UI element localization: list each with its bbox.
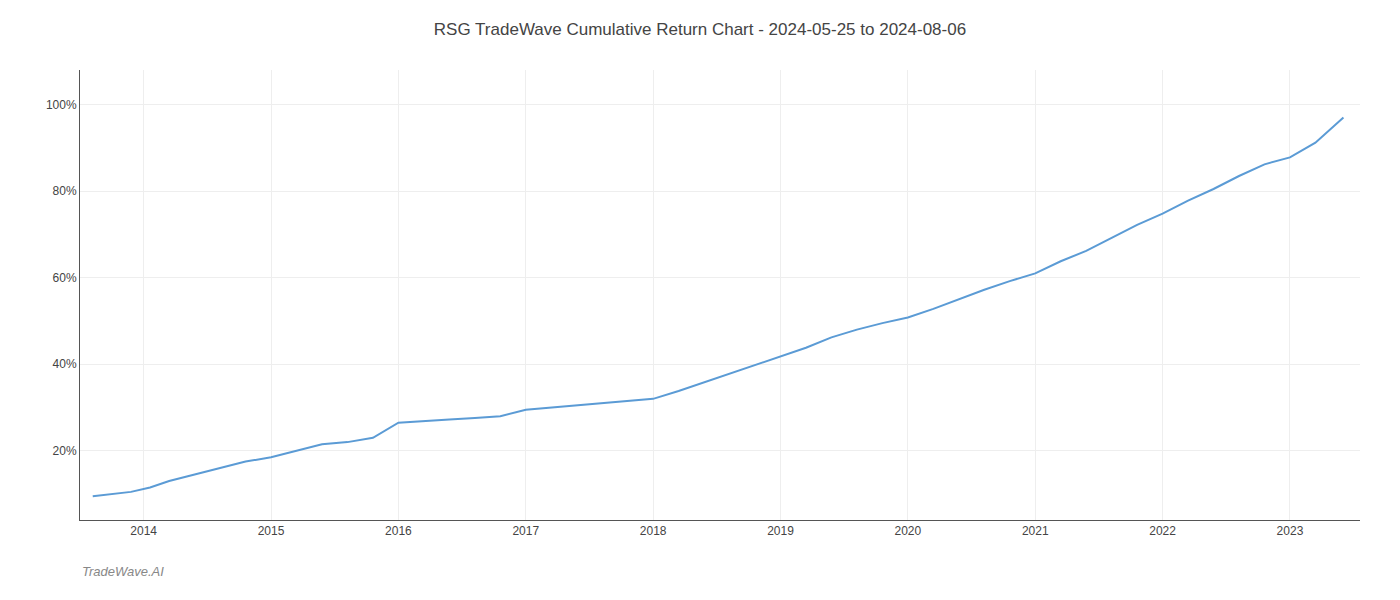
svg-text:60%: 60% [53,271,77,285]
svg-text:2014: 2014 [130,524,157,538]
svg-text:100%: 100% [46,98,77,112]
svg-text:2019: 2019 [767,524,794,538]
svg-text:TradeWave.AI: TradeWave.AI [82,564,164,579]
svg-text:2018: 2018 [640,524,667,538]
svg-text:40%: 40% [53,357,77,371]
svg-text:2023: 2023 [1277,524,1304,538]
svg-text:80%: 80% [53,184,77,198]
svg-text:2017: 2017 [512,524,539,538]
svg-text:2015: 2015 [258,524,285,538]
svg-text:2021: 2021 [1022,524,1049,538]
svg-text:2022: 2022 [1149,524,1176,538]
svg-text:2020: 2020 [895,524,922,538]
svg-text:RSG TradeWave Cumulative Retur: RSG TradeWave Cumulative Return Chart - … [434,20,966,39]
svg-text:20%: 20% [53,444,77,458]
svg-text:2016: 2016 [385,524,412,538]
